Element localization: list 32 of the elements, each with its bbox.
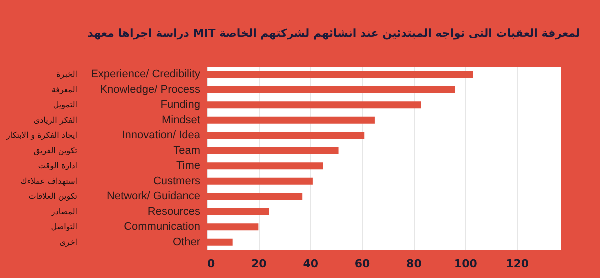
chart-title: دراسة اجراها معهد MIT لمعرفة العقبات التى تواجه المبتدئين عند انشائهم لشركتهم الخاصة xyxy=(88,27,580,40)
y-tick-label: Communication xyxy=(124,221,200,234)
y-tick-label: Resources xyxy=(148,206,201,218)
y-tick-label: Knowledge/ Process xyxy=(100,84,201,96)
x-tick-label: 0 xyxy=(208,258,216,270)
y-tick-label: Other xyxy=(172,236,201,248)
y2-tick-label: تكوين العلاقات xyxy=(28,192,78,202)
y-tick-label: Custmers xyxy=(153,175,201,188)
y2-tick-label: استهداف عملاءك xyxy=(20,176,78,186)
y2-tick-label: اخرى xyxy=(60,238,78,247)
x-tick-label: 80 xyxy=(406,258,422,270)
y2-tick-label: التواصل xyxy=(51,222,78,232)
y2-tick-label: الخبرة xyxy=(56,70,78,80)
y-tick-label: Mindset xyxy=(162,114,200,126)
y2-tick-label: ايجاد الفكرة و الابتكار xyxy=(6,131,78,140)
y2-tick-label: المعرفة xyxy=(52,85,78,94)
x-tick-label: 60 xyxy=(354,258,371,270)
y-tick-label: Network/ Guidance xyxy=(106,190,200,203)
x-tick-label: 40 xyxy=(303,258,319,270)
x-tick-label: 100 xyxy=(454,258,478,270)
y-tick-label: Team xyxy=(174,144,200,157)
x-tick-label: 20 xyxy=(252,258,268,270)
y-tick-label: Innovation/ Idea xyxy=(122,130,202,142)
y2-tick-label: المصادر xyxy=(50,207,78,216)
y-tick-label: Time xyxy=(176,160,200,172)
y-tick-label: Experience/ Credibility xyxy=(91,68,201,81)
y2-tick-label: التمويل xyxy=(53,100,78,110)
x-tick-label: 120 xyxy=(506,258,530,270)
y2-tick-label: الفكر الريادى xyxy=(34,116,78,125)
y2-tick-label: تكوين الفريق xyxy=(34,146,78,156)
y-tick-label: Funding xyxy=(160,99,200,112)
y2-tick-label: ادارة الوقت xyxy=(38,162,78,171)
